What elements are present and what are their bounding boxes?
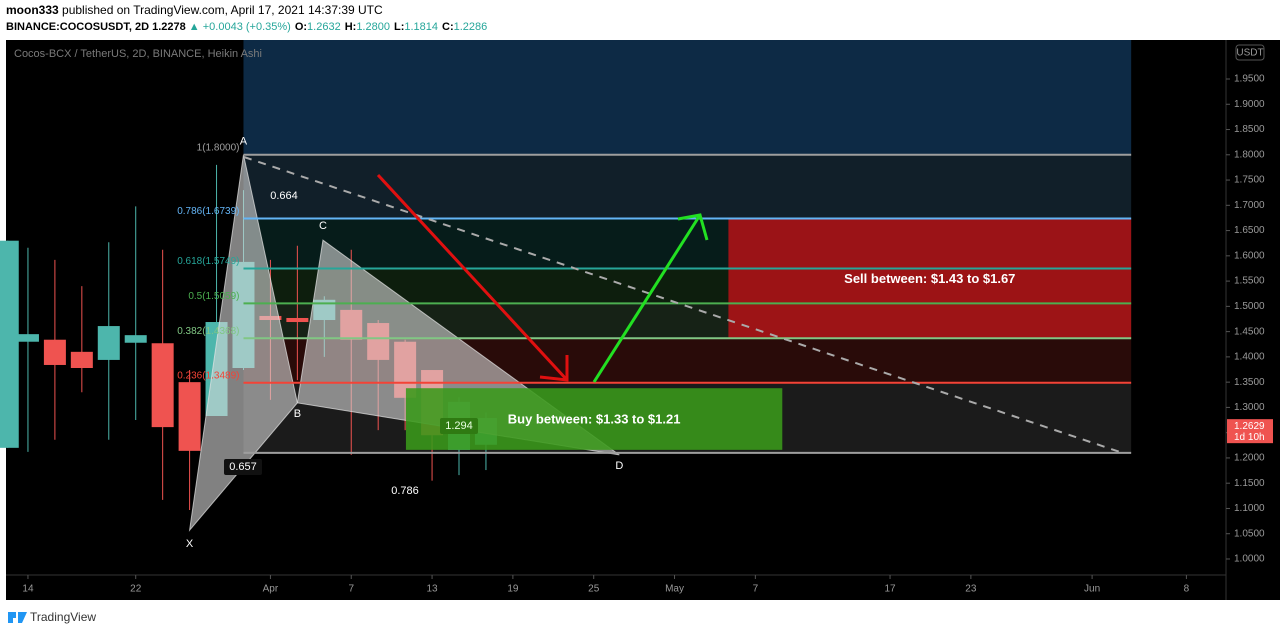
candle-body [151, 343, 174, 428]
y-tick-label: 1.5000 [1234, 301, 1265, 312]
candle-body [16, 334, 39, 342]
pattern-point: D [615, 460, 623, 472]
fib-label: 0.786(1.6739) [177, 206, 239, 217]
last-price: 1.2278 [152, 21, 186, 33]
ohlc-label: H: [345, 21, 357, 33]
y-tick-label: 1.9000 [1234, 99, 1265, 110]
zone-label: Sell between: $1.43 to $1.67 [844, 271, 1015, 286]
ohlc-label: C: [442, 21, 454, 33]
x-tick-label: 22 [130, 584, 142, 595]
x-tick-label: 19 [507, 584, 519, 595]
logo [8, 612, 27, 623]
ratio-badge [224, 459, 262, 475]
change: ▲ +0.0043 (+0.35%) [189, 21, 291, 33]
y-tick-label: 1.8000 [1234, 149, 1265, 160]
x-tick-label: 17 [884, 584, 896, 595]
x-tick-label: 13 [427, 584, 439, 595]
plot: X A B C D Buy between: $1.33 to $1.21 Sell bet… [0, 40, 1132, 550]
countdown: 1d 10h [1234, 432, 1265, 443]
fib-label: 1(1.8000) [197, 142, 240, 153]
pattern-point: A [240, 136, 248, 148]
x-tick-label: May [665, 584, 684, 595]
zone [728, 218, 1132, 339]
brand: TradingView [30, 610, 96, 624]
ratio-label: 0.657 [229, 461, 257, 473]
fib-band [243, 154, 1132, 219]
pattern-point: C [319, 220, 327, 232]
candle-body [124, 335, 147, 343]
currency: USDT [1236, 48, 1263, 59]
fib-label: 0.236(1.3489) [177, 370, 239, 381]
fib-label: 0.382(1.4368) [177, 326, 239, 337]
fib-label: 0.5(1.5059) [188, 291, 239, 302]
candle-body [0, 240, 19, 448]
price-badge: 1.294 [445, 420, 473, 432]
y-tick-label: 1.2000 [1234, 453, 1265, 464]
fib-label: 0.618(1.5749) [177, 256, 239, 267]
y-tick-label: 1.1000 [1234, 503, 1265, 514]
x-tick-label: 8 [1184, 584, 1190, 595]
pattern-point: B [294, 408, 301, 420]
trend-line [243, 156, 1121, 453]
candle-body [43, 339, 66, 365]
ohlc-value: 1.2632 [307, 21, 341, 33]
y-tick-label: 1.4000 [1234, 352, 1265, 363]
y-tick-label: 1.5500 [1234, 276, 1265, 287]
header-line: moon333 published on TradingView.com, Ap… [6, 3, 383, 17]
y-tick-label: 1.4500 [1234, 326, 1265, 337]
red-arrow [376, 173, 569, 382]
currency-badge [1235, 44, 1265, 61]
ohlc-label: L: [394, 21, 404, 33]
candle-body [286, 317, 309, 323]
zone-label: Buy between: $1.33 to $1.21 [508, 411, 681, 426]
y-tick-label: 1.3000 [1234, 402, 1265, 413]
candle-body [178, 382, 201, 451]
ratio-label: 0.786 [391, 485, 419, 497]
y-tick-label: 1.0000 [1234, 554, 1265, 565]
pattern-point: X [186, 538, 194, 550]
published: published on TradingView.com, April 17, … [59, 3, 383, 17]
y-tick-label: 1.8500 [1234, 124, 1265, 135]
ohlc-value: 1.1814 [404, 21, 438, 33]
x-tick-label: 7 [348, 584, 354, 595]
x-tick-label: Jun [1084, 584, 1100, 595]
zone [243, 40, 1132, 155]
x-tick-label: Apr [263, 584, 279, 595]
ohlc-value: 1.2800 [356, 21, 390, 33]
y-tick-label: 1.0500 [1234, 528, 1265, 539]
x-tick-label: 14 [22, 584, 34, 595]
ohlc-value: 1.2286 [454, 21, 488, 33]
last-price-badge [1227, 419, 1273, 444]
author: moon333 [6, 3, 59, 17]
ohlc-label: O: [295, 21, 307, 33]
candle-body [97, 326, 120, 360]
y-tick-label: 1.7000 [1234, 200, 1265, 211]
y-tick-label: 1.1500 [1234, 478, 1265, 489]
price-badge-bg [440, 418, 478, 434]
ratio-label: 0.664 [270, 190, 298, 202]
y-tick-label: 1.6000 [1234, 250, 1265, 261]
y-tick-label: 1.6500 [1234, 225, 1265, 236]
green-arrow [592, 213, 709, 383]
y-tick-label: 1.9500 [1234, 74, 1265, 85]
symbol: BINANCE:COCOSUSDT, 2D [6, 21, 149, 33]
candle-body [70, 351, 93, 369]
x-tick-label: 23 [965, 584, 977, 595]
footer [0, 600, 1280, 635]
y-tick-label: 1.3500 [1234, 377, 1265, 388]
x-tick-label: 25 [588, 584, 600, 595]
chart-title: Cocos-BCX / TetherUS, 2D, BINANCE, Heiki… [14, 48, 262, 60]
symbol-line: BINANCE:COCOSUSDT, 2D 1.2278 ▲ +0.0043 (… [6, 21, 487, 33]
y-tick-label: 1.7500 [1234, 175, 1265, 186]
x-tick-label: 7 [753, 584, 759, 595]
last-price: 1.2629 [1234, 421, 1265, 432]
